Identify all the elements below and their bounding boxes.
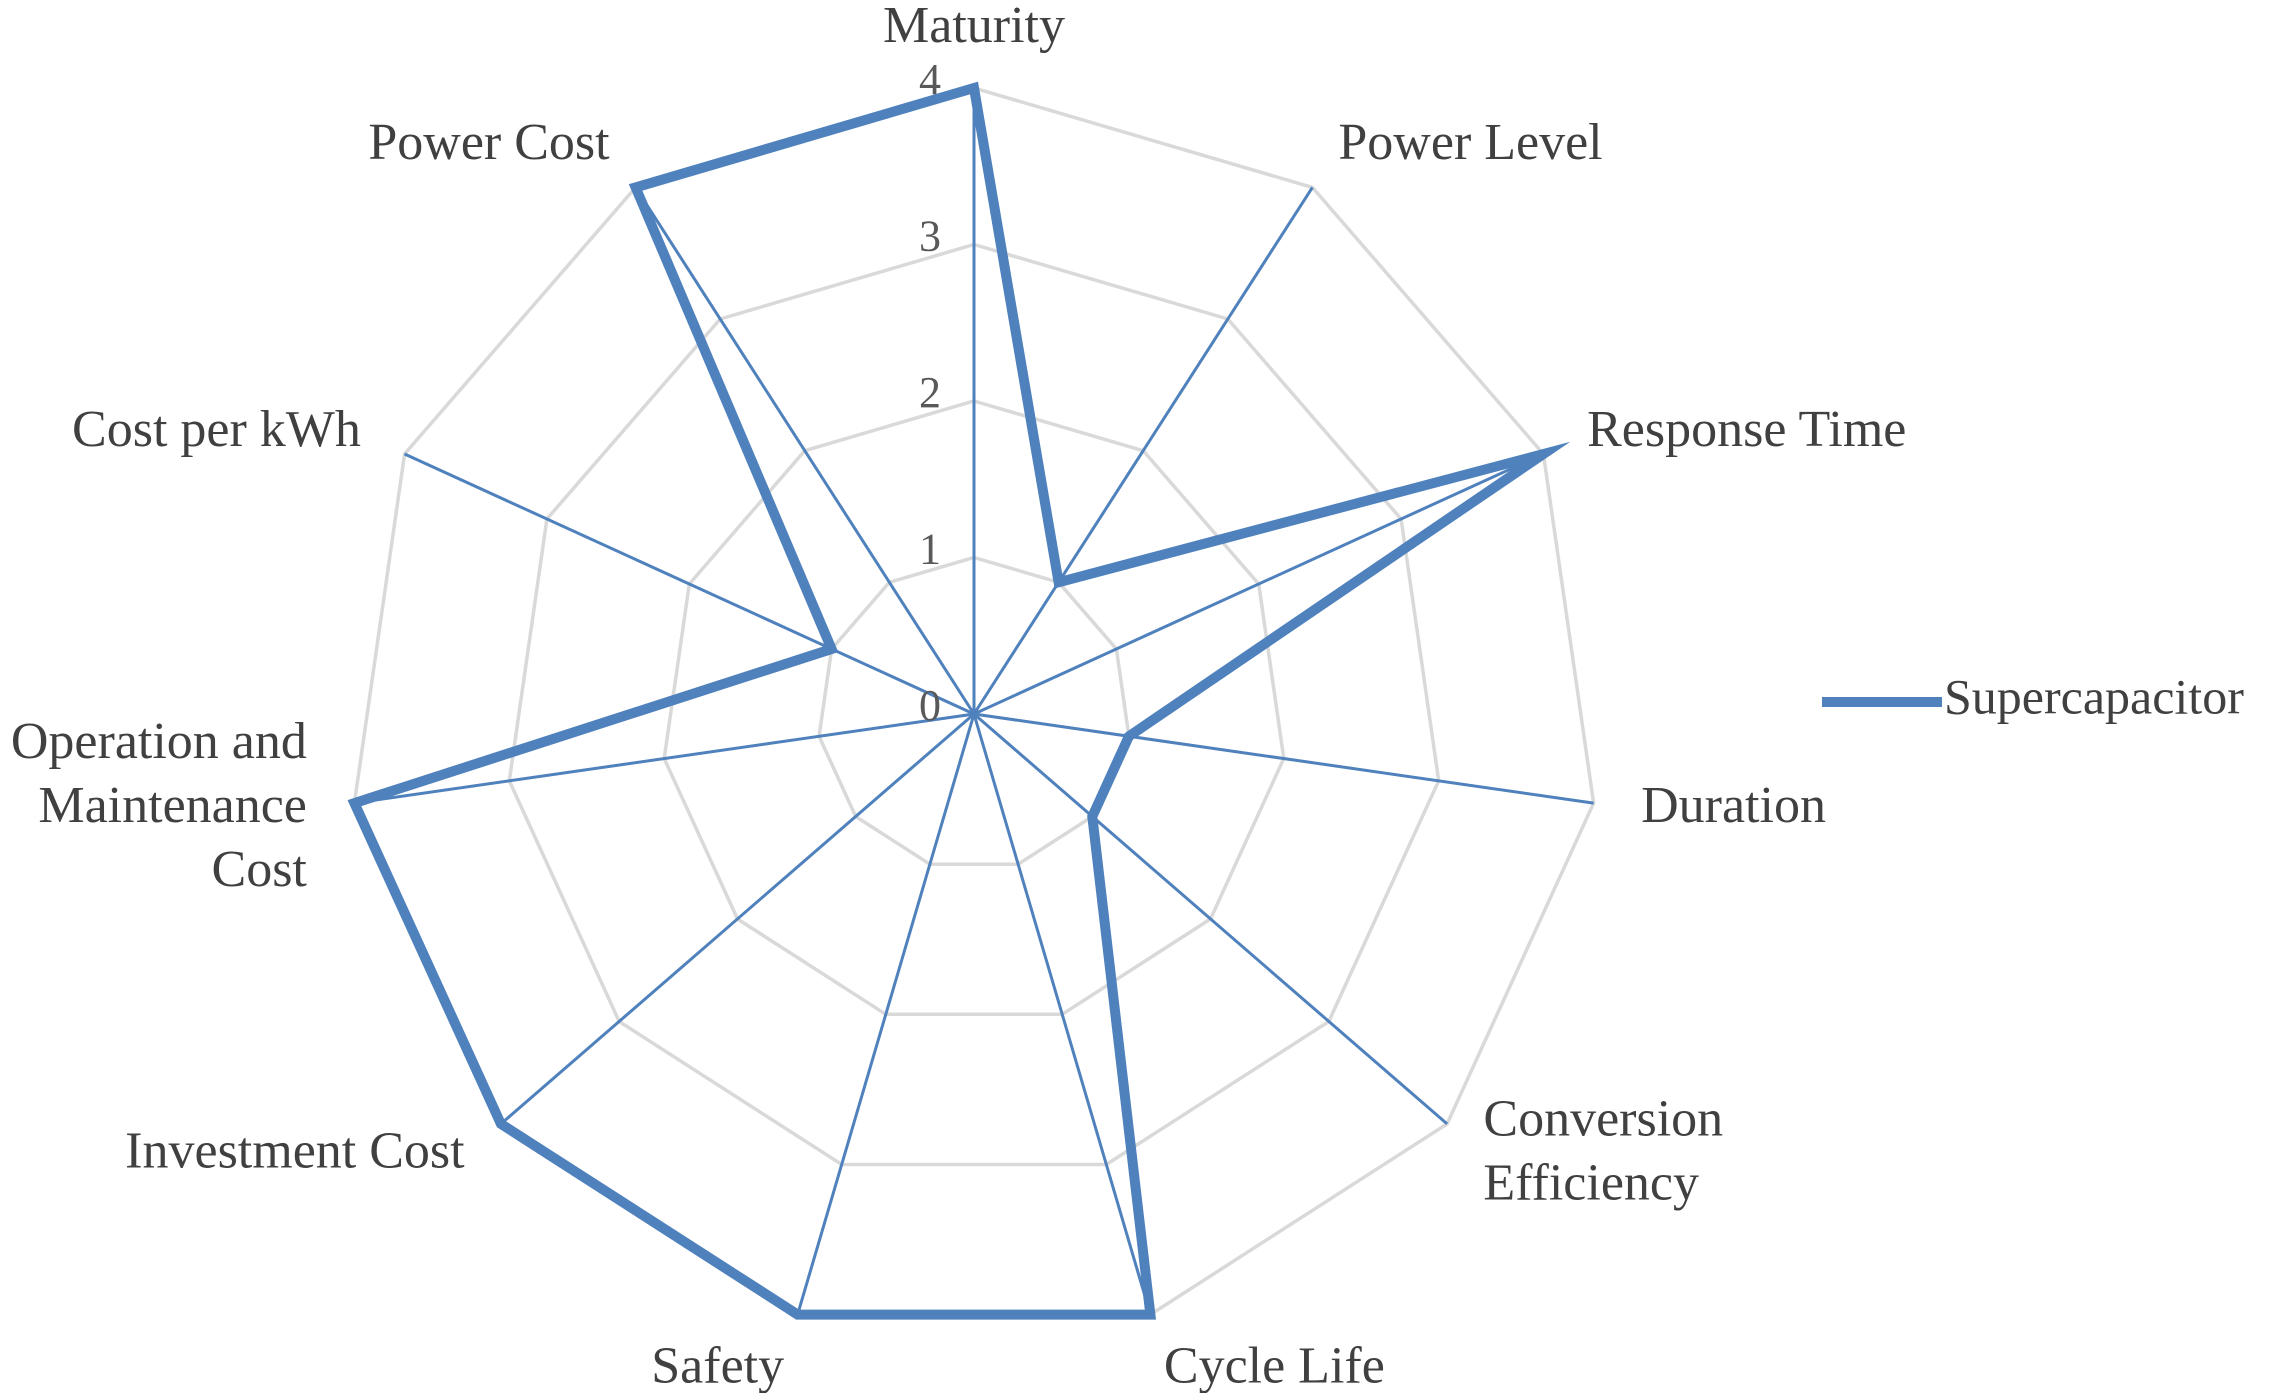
axis-spoke-8 bbox=[499, 712, 975, 1126]
grid-ring-3 bbox=[507, 242, 1441, 1167]
axis-spoke-10 bbox=[403, 452, 975, 716]
tick-label-1: 1 bbox=[919, 525, 941, 574]
axis-spoke-9 bbox=[354, 712, 975, 805]
category-label-safety: Safety bbox=[651, 1338, 784, 1393]
axis-spoke-7 bbox=[796, 713, 976, 1316]
category-label-response-time: Response Time bbox=[1587, 401, 1906, 458]
category-label-conversion-efficiency: Conversion Efficiency bbox=[1483, 1090, 1723, 1211]
axis-spoke-2 bbox=[972, 186, 1314, 715]
radar-axes bbox=[354, 88, 1594, 1316]
axis-spoke-3 bbox=[973, 452, 1545, 716]
category-label-maturity: Maturity bbox=[883, 0, 1065, 54]
legend-label: Supercapacitor bbox=[1944, 668, 2244, 724]
category-label-power-cost: Power Cost bbox=[368, 114, 610, 171]
tick-label-4: 4 bbox=[919, 55, 941, 104]
category-label-cost-per-kwh: Cost per kWh bbox=[72, 401, 361, 458]
axis-spoke-6 bbox=[972, 713, 1152, 1316]
radar-series bbox=[347, 81, 1571, 1320]
category-label-operation-and-maintenance-cost: Operation and Maintenance Cost bbox=[11, 713, 308, 898]
grid-ring-1 bbox=[817, 555, 1131, 866]
radial-tick-labels: 0 1 2 3 4 bbox=[919, 55, 941, 730]
tick-label-2: 2 bbox=[919, 368, 941, 417]
category-label-power-level: Power Level bbox=[1338, 114, 1602, 171]
legend: Supercapacitor bbox=[1822, 668, 2244, 724]
tick-label-3: 3 bbox=[919, 212, 941, 261]
category-label-cycle-life: Cycle Life bbox=[1164, 1338, 1385, 1393]
category-label-duration: Duration bbox=[1641, 777, 1826, 834]
grid-ring-2 bbox=[662, 399, 1286, 1017]
category-label-investment-cost: Investment Cost bbox=[125, 1122, 465, 1179]
series-line-supercapacitor bbox=[347, 81, 1571, 1320]
tick-label-0: 0 bbox=[919, 681, 941, 730]
axis-spoke-11 bbox=[634, 186, 976, 715]
axis-spoke-5 bbox=[973, 712, 1449, 1126]
axis-spoke-4 bbox=[973, 712, 1594, 805]
category-labels: Maturity Power Level Response Time Duration… bbox=[11, 0, 1907, 1393]
